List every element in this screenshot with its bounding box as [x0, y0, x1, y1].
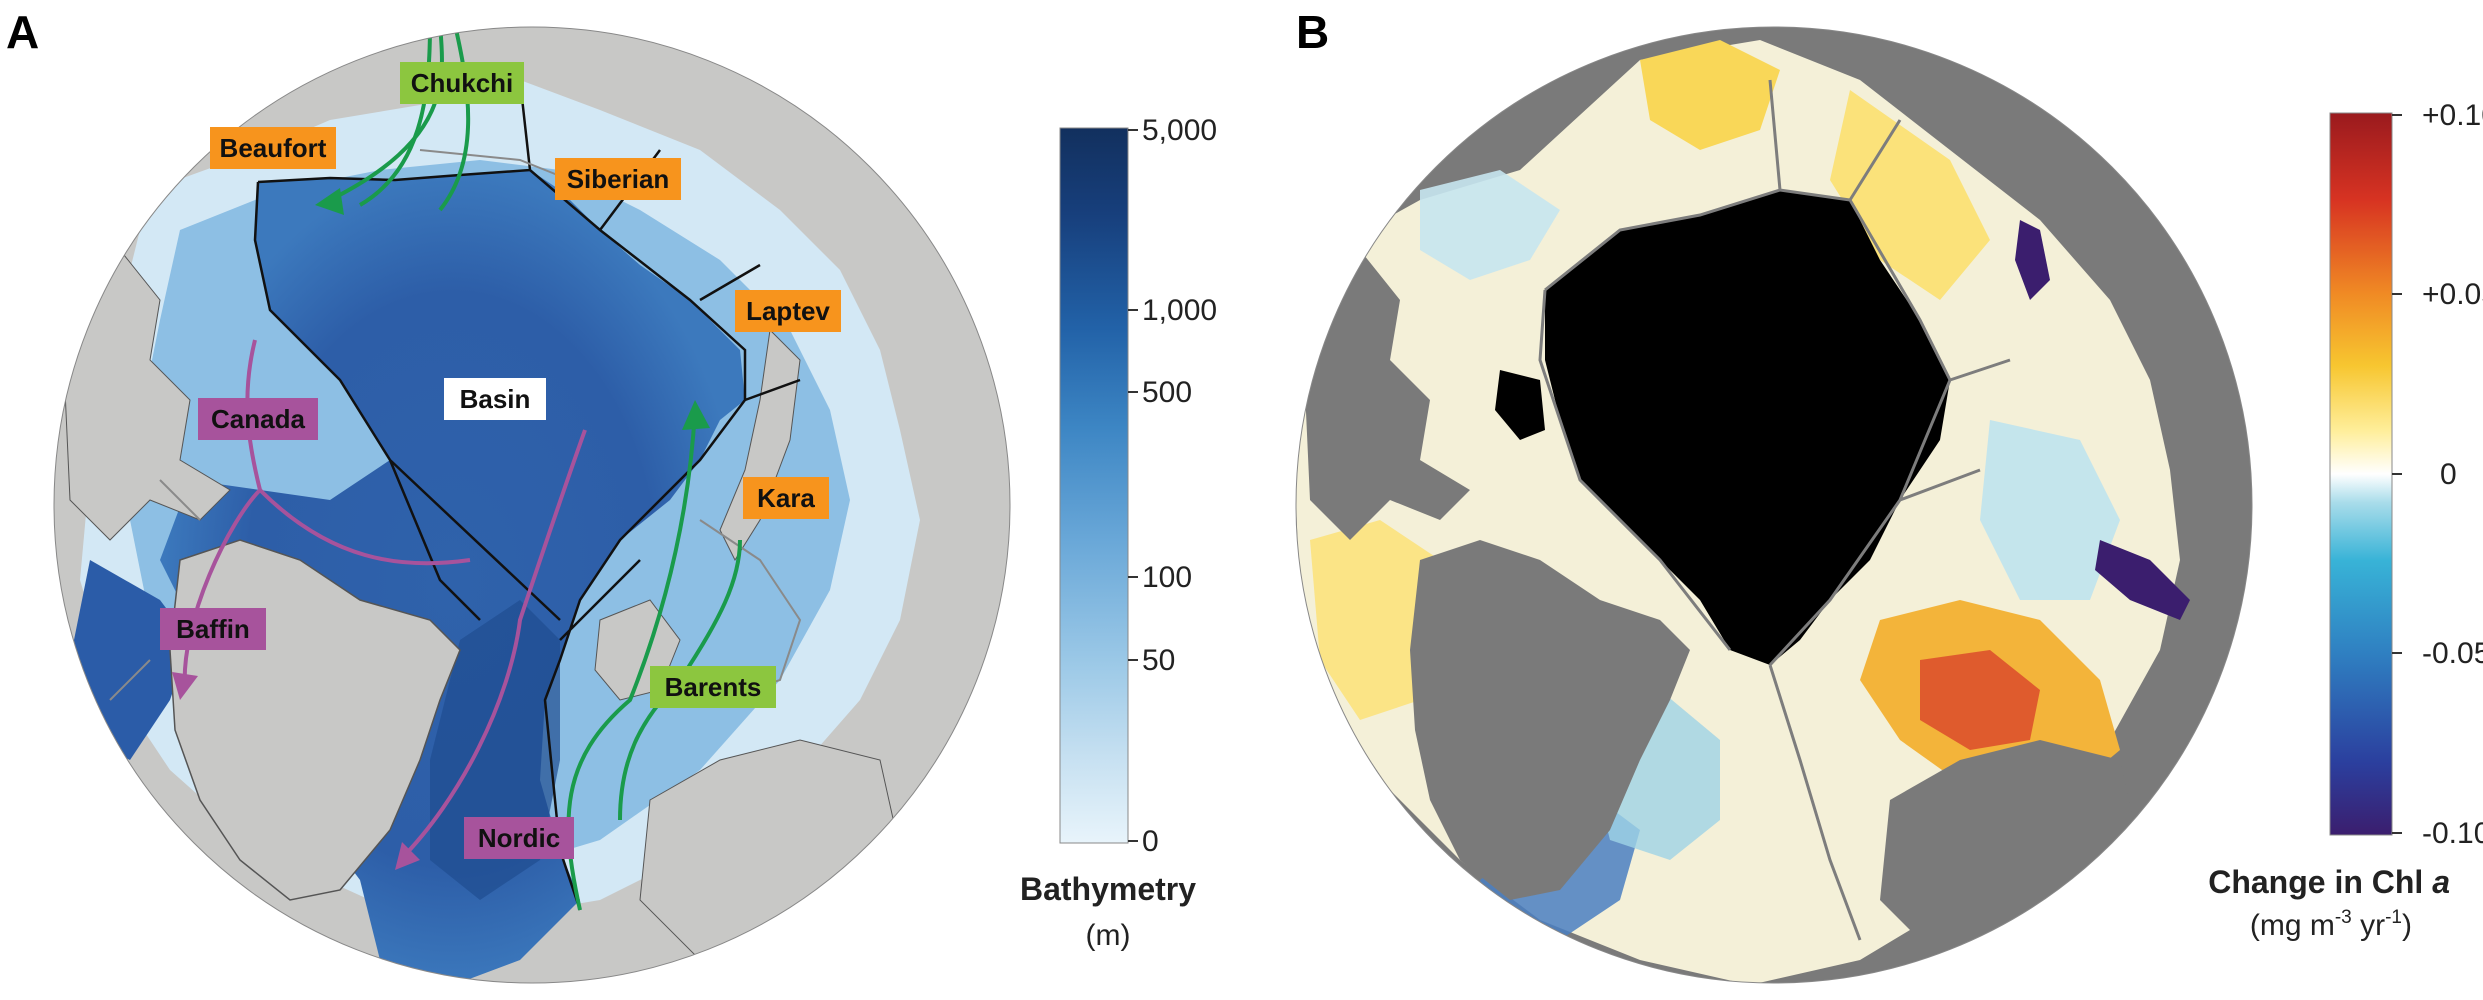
chl-tick-zero: 0 — [2440, 458, 2457, 491]
label-beaufort: Beaufort — [210, 127, 336, 169]
svg-text:Barents: Barents — [665, 672, 762, 702]
bathymetry-unit: (m) — [1086, 919, 1131, 952]
shelf-outline — [109, 149, 802, 701]
positive-change-north — [1640, 40, 1780, 150]
outflow-arrowhead-nordic — [395, 842, 420, 870]
bathymetry-tick-500: 500 — [1142, 376, 1192, 409]
positive-change-east — [1830, 90, 1990, 300]
canadian-archipelago — [59, 249, 231, 541]
strong-positive-barents — [1920, 650, 2040, 750]
svg-text:Beaufort: Beaufort — [220, 133, 327, 163]
label-chukchi: Chukchi — [400, 62, 524, 104]
bathymetry-colorbar-ramp — [1059, 127, 1129, 844]
chl-ticks — [2392, 114, 2402, 834]
label-kara: Kara — [743, 477, 829, 519]
chl-colorbar: +0.10 +0.05 0 -0.05 -0.10 Change in Chl … — [2208, 99, 2483, 942]
region-boundaries-b — [1538, 79, 2011, 941]
chl-tick-minus-010: -0.10 — [2422, 817, 2483, 850]
svg-text:Nordic: Nordic — [478, 823, 560, 853]
panel-a-letter: A — [6, 6, 39, 58]
bathymetry-tick-0: 0 — [1142, 825, 1159, 858]
inflow-arrowhead-chukchi — [315, 188, 344, 215]
label-laptev: Laptev — [735, 290, 841, 332]
label-siberian: Siberian — [555, 158, 681, 200]
label-basin: Basin — [444, 378, 546, 420]
panel-a: A — [6, 6, 1217, 984]
chl-title: Change in Chl a — [2208, 864, 2450, 900]
chl-colorbar-ramp — [2329, 112, 2393, 836]
chl-tick-plus-010: +0.10 — [2422, 99, 2483, 132]
bathymetry-ticks — [1128, 129, 1138, 842]
inflow-arrowhead-barents — [682, 400, 710, 430]
chl-unit: (mg m-3 yr-1) — [2250, 907, 2412, 942]
outflow-arrowhead-baffin — [172, 672, 198, 700]
bathymetry-colorbar: 5,000 1,000 500 100 50 0 Bathymetry (m) — [1020, 114, 1217, 952]
svg-text:Basin: Basin — [460, 384, 531, 414]
bathymetry-tick-100: 100 — [1142, 561, 1192, 594]
svg-text:Laptev: Laptev — [746, 296, 830, 326]
svg-text:Baffin: Baffin — [176, 614, 250, 644]
svg-text:Kara: Kara — [757, 483, 815, 513]
svg-text:Chukchi: Chukchi — [411, 68, 514, 98]
greenland-b — [1410, 540, 1690, 900]
chl-tick-plus-005: +0.05 — [2422, 278, 2483, 311]
strong-negative-coast — [2015, 220, 2050, 300]
label-barents: Barents — [650, 666, 776, 708]
svg-text:Canada: Canada — [211, 404, 305, 434]
svg-text:Siberian: Siberian — [567, 164, 670, 194]
label-canada: Canada — [198, 398, 318, 440]
map-a-border — [53, 26, 1011, 984]
panel-b-letter: B — [1296, 6, 1329, 58]
region-labels: Chukchi Beaufort Siberian Laptev Basin C… — [160, 62, 841, 859]
bathymetry-title: Bathymetry — [1020, 871, 1196, 907]
bathymetry-tick-1000: 1,000 — [1142, 294, 1217, 327]
no-data-inlet — [1495, 370, 1545, 440]
bathymetry-tick-50: 50 — [1142, 644, 1175, 677]
panel-b: B — [1295, 6, 2483, 984]
canadian-archipelago-b — [1300, 250, 1470, 540]
label-baffin: Baffin — [160, 608, 266, 650]
bathymetry-tick-5000: 5,000 — [1142, 114, 1217, 147]
chlorophyll-map — [1296, 27, 2252, 983]
map-b-border — [1295, 26, 2253, 984]
strong-negative-coast-east — [2095, 540, 2190, 620]
label-nordic: Nordic — [464, 817, 574, 859]
weak-negative-beaufort — [1420, 170, 1560, 280]
chl-tick-minus-005: -0.05 — [2422, 637, 2483, 670]
weak-negative-kara — [1980, 420, 2120, 600]
